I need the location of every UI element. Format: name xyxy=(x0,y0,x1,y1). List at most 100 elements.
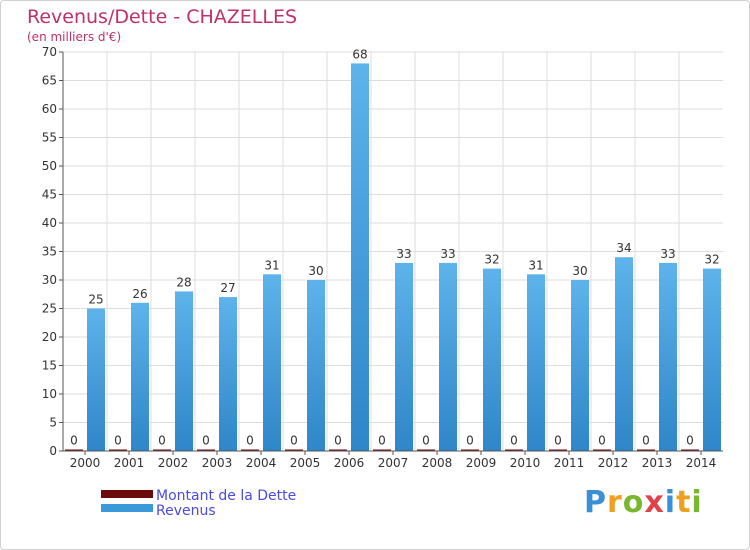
bar-dette xyxy=(681,449,699,451)
y-tick-label: 45 xyxy=(42,188,57,202)
y-tick-label: 70 xyxy=(42,45,57,59)
data-label-dette: 0 xyxy=(466,434,474,448)
data-label-dette: 0 xyxy=(202,434,210,448)
x-tick-label: 2011 xyxy=(554,456,585,470)
logo-letter: r xyxy=(607,485,623,520)
data-label-dette: 0 xyxy=(334,434,342,448)
data-label-revenus: 27 xyxy=(220,281,235,295)
data-label-revenus: 32 xyxy=(484,253,499,267)
x-tick-label: 2005 xyxy=(290,456,321,470)
data-label-revenus: 30 xyxy=(308,264,323,278)
bar-dette xyxy=(329,449,347,451)
legend: Montant de la Dette Revenus xyxy=(101,488,296,519)
x-tick-label: 2006 xyxy=(334,456,365,470)
bar-revenus xyxy=(527,274,545,451)
chart-title: Revenus/Dette - CHAZELLES xyxy=(27,6,297,28)
data-label-revenus: 68 xyxy=(352,47,367,61)
x-tick-label: 2003 xyxy=(202,456,233,470)
x-tick-label: 2007 xyxy=(378,456,409,470)
bar-dette xyxy=(417,449,435,451)
y-tick-label: 5 xyxy=(49,416,57,430)
y-tick-label: 50 xyxy=(42,159,57,173)
data-label-revenus: 30 xyxy=(572,264,587,278)
data-label-revenus: 26 xyxy=(132,287,147,301)
y-tick-label: 35 xyxy=(42,245,57,259)
y-tick-label: 60 xyxy=(42,102,57,116)
x-tick-label: 2008 xyxy=(422,456,453,470)
x-tick-label: 2014 xyxy=(686,456,717,470)
data-label-revenus: 28 xyxy=(176,275,191,289)
x-tick-label: 2009 xyxy=(466,456,497,470)
bar-revenus xyxy=(175,291,193,451)
bar-dette xyxy=(373,449,391,451)
data-label-dette: 0 xyxy=(378,434,386,448)
bar-revenus xyxy=(659,262,677,451)
data-label-revenus: 34 xyxy=(616,241,631,255)
bar-revenus xyxy=(703,268,721,451)
legend-label-revenus: Revenus xyxy=(156,503,216,519)
y-tick-label: 30 xyxy=(42,273,57,287)
data-label-revenus: 25 xyxy=(88,293,103,307)
data-label-dette: 0 xyxy=(510,434,518,448)
bar-revenus xyxy=(483,268,501,451)
y-tick-label: 0 xyxy=(49,444,57,458)
data-label-dette: 0 xyxy=(554,434,562,448)
x-tick-label: 2010 xyxy=(510,456,541,470)
bar-dette xyxy=(197,449,215,451)
data-label-revenus: 31 xyxy=(528,258,543,272)
data-label-dette: 0 xyxy=(598,434,606,448)
bar-dette xyxy=(505,449,523,451)
data-label-dette: 0 xyxy=(246,434,254,448)
data-label-dette: 0 xyxy=(70,434,78,448)
data-label-revenus: 33 xyxy=(440,247,455,261)
x-tick-label: 2013 xyxy=(642,456,673,470)
bar-revenus xyxy=(131,302,149,451)
x-tick-label: 2001 xyxy=(114,456,145,470)
bar-revenus xyxy=(87,308,105,451)
bar-dette xyxy=(549,449,567,451)
bar-revenus xyxy=(615,257,633,451)
bar-revenus xyxy=(219,297,237,451)
logo-letter: P xyxy=(584,485,607,520)
bar-revenus xyxy=(263,274,281,451)
logo-letter: i xyxy=(664,485,677,520)
bar-revenus xyxy=(351,63,369,452)
y-tick-label: 65 xyxy=(42,74,57,88)
data-label-dette: 0 xyxy=(290,434,298,448)
data-label-revenus: 33 xyxy=(660,247,675,261)
bar-dette xyxy=(285,449,303,451)
legend-swatch-dette xyxy=(101,490,153,498)
logo-letter: x xyxy=(644,485,665,520)
bars: 0 25 0 26 0 28 0 27 0 31 0 30 0 68 0 33 0 33 0 32 0 31 0 30 0 34 0… xyxy=(65,47,721,452)
y-tick-label: 10 xyxy=(42,387,57,401)
y-tick-label: 15 xyxy=(42,359,57,373)
y-tick-label: 55 xyxy=(42,131,57,145)
bar-dette xyxy=(461,449,479,451)
data-label-dette: 0 xyxy=(158,434,166,448)
y-tick-label: 25 xyxy=(42,302,57,316)
x-tick-label: 2012 xyxy=(598,456,629,470)
y-tick-label: 40 xyxy=(42,216,57,230)
y-tick-label: 20 xyxy=(42,330,57,344)
proxiti-logo: Proxiti xyxy=(584,485,703,520)
bar-dette xyxy=(241,449,259,451)
bar-dette xyxy=(65,449,83,451)
data-label-revenus: 32 xyxy=(704,253,719,267)
x-tick-label: 2002 xyxy=(158,456,189,470)
bar-revenus xyxy=(307,280,325,451)
data-label-dette: 0 xyxy=(422,434,430,448)
data-label-dette: 0 xyxy=(686,434,694,448)
bar-dette xyxy=(109,449,127,451)
legend-swatch-revenus xyxy=(101,504,153,512)
data-label-dette: 0 xyxy=(114,434,122,448)
bar-revenus xyxy=(439,262,457,451)
bar-revenus xyxy=(395,262,413,451)
data-label-dette: 0 xyxy=(642,434,650,448)
logo-letter: i xyxy=(691,485,703,520)
data-label-revenus: 31 xyxy=(264,258,279,272)
bar-dette xyxy=(637,449,655,451)
bar-revenus xyxy=(571,280,589,451)
